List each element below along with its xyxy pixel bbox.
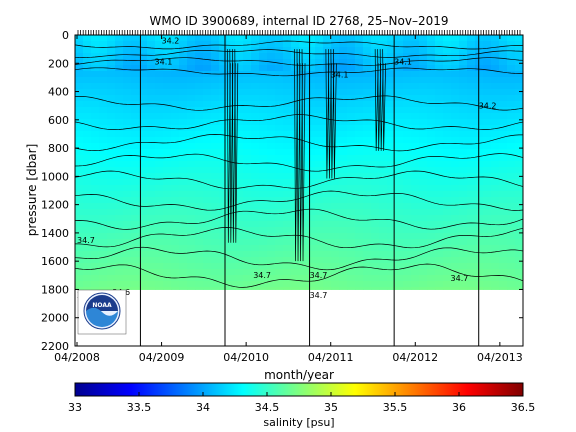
salinity-contours xyxy=(75,40,523,288)
colorbar: 33 33.5 34 34.5 35 35.5 36 36.5 salinity [psu] xyxy=(68,382,535,429)
y-tick-label: 2200 xyxy=(41,340,69,353)
colorbar-tick-label: 34.5 xyxy=(255,401,280,414)
svg-text:NOAA: NOAA xyxy=(92,302,112,309)
x-tick-label: 04/2013 xyxy=(477,351,523,364)
y-axis-label: pressure [dbar] xyxy=(25,144,39,237)
y-tick-label: 1400 xyxy=(41,227,69,240)
y-tick-label: 200 xyxy=(48,57,69,70)
contour-label: 34.7 xyxy=(310,291,328,300)
y-tick-label: 800 xyxy=(48,142,69,155)
colorbar-label: salinity [psu] xyxy=(263,416,334,429)
x-tick-label: 04/2009 xyxy=(139,351,185,364)
colorbar-tick-label: 36 xyxy=(452,401,466,414)
colorbar-tick-label: 34 xyxy=(196,401,210,414)
salinity-field xyxy=(75,35,523,290)
contour-label: 34.1 xyxy=(155,58,173,67)
y-tick-label: 0 xyxy=(62,29,69,42)
colorbar-axis: 33 33.5 34 34.5 35 35.5 36 36.5 xyxy=(68,392,535,414)
y-tick-label: 1000 xyxy=(41,170,69,183)
contour-label: 34.2 xyxy=(162,36,180,45)
y-tick-label: 1800 xyxy=(41,283,69,296)
x-tick-label: 04/2010 xyxy=(223,351,269,364)
x-tick-label: 04/2008 xyxy=(54,351,100,364)
colorbar-tick-label: 36.5 xyxy=(511,401,536,414)
chart-title: WMO ID 3900689, internal ID 2768, 25–Nov… xyxy=(150,14,449,28)
y-tick-label: 600 xyxy=(48,114,69,127)
contour-label: 34.7 xyxy=(310,271,328,280)
x-tick-label: 04/2012 xyxy=(392,351,438,364)
colorbar-tick-label: 33.5 xyxy=(127,401,152,414)
contour-label: 34.2 xyxy=(479,102,497,111)
x-tick-label: 04/2011 xyxy=(308,351,354,364)
colorbar-tick-label: 33 xyxy=(68,401,82,414)
y-tick-label: 2000 xyxy=(41,312,69,325)
contour-label: 34.7 xyxy=(77,236,95,245)
y-tick-label: 400 xyxy=(48,86,69,99)
y-tick-label: 1200 xyxy=(41,199,69,212)
contour-label: 34.1 xyxy=(394,58,412,67)
contour-label: 34.7 xyxy=(451,274,469,283)
colorbar-gradient xyxy=(74,382,524,397)
y-tick-label: 1600 xyxy=(41,255,69,268)
x-axis-label: month/year xyxy=(264,368,334,382)
x-axis: 04/2008 04/2009 04/2010 04/2011 04/2012 04/20… xyxy=(54,30,523,364)
colorbar-tick-label: 35.5 xyxy=(383,401,408,414)
colorbar-tick-label: 35 xyxy=(324,401,338,414)
contour-label: 34.1 xyxy=(331,70,349,79)
contour-label: 34.7 xyxy=(253,271,271,280)
noaa-logo: NOAA xyxy=(77,289,127,335)
year-boundaries xyxy=(139,35,480,346)
y-axis: 0 200 400 600 800 1000 1200 1400 1600 1800 2000 220… xyxy=(41,29,523,353)
